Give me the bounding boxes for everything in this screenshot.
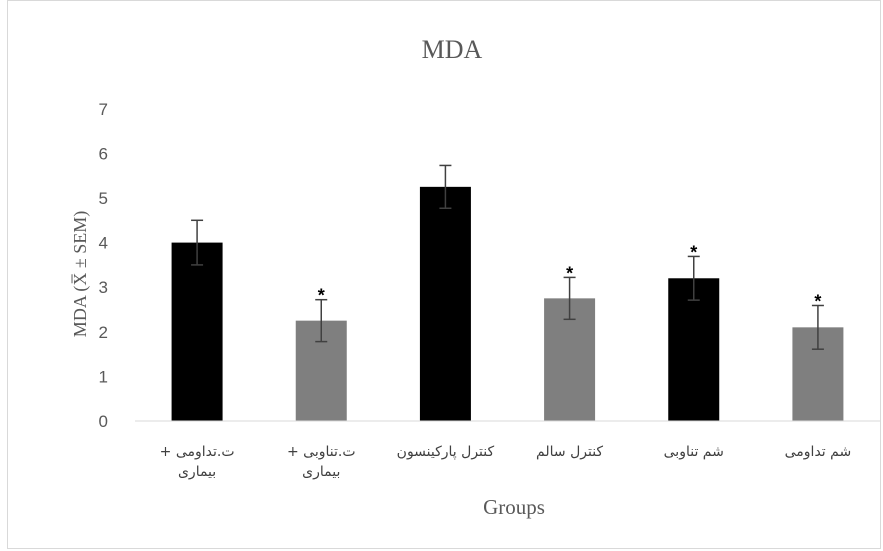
x-tick-label: بیماری [178, 464, 216, 480]
y-axis-label: MDA (X̅ ± SEM) [70, 211, 91, 337]
x-tick-label: شم تداومی [785, 444, 852, 460]
x-tick-label: ت.تناوبی + [287, 444, 356, 460]
bar [668, 278, 720, 421]
significance-star: * [814, 291, 821, 311]
bar [419, 186, 471, 421]
x-tick-label: ت.تداومی + [160, 444, 235, 460]
bar [171, 242, 223, 421]
significance-markers: * * * * [318, 242, 822, 311]
y-tick-label: 0 [99, 412, 108, 431]
x-tick-label: کنترل سالم [536, 444, 603, 460]
error-bars [191, 164, 824, 350]
error-bar [811, 304, 824, 350]
error-bar [687, 255, 700, 301]
error-bar [315, 298, 328, 343]
y-tick-label: 5 [99, 189, 108, 208]
x-axis-category-labels: ت.تداومی + بیماری ت.تناوبی + بیماری کنترل پا… [160, 444, 852, 480]
y-axis-ticks: 0 1 2 3 4 5 6 7 [99, 100, 108, 431]
error-bar [439, 164, 452, 210]
chart-title: MDA [422, 35, 483, 64]
error-bar [563, 276, 576, 321]
significance-star: * [690, 242, 697, 262]
y-tick-label: 2 [99, 323, 108, 342]
significance-star: * [318, 286, 325, 306]
y-tick-label: 4 [99, 234, 108, 253]
y-tick-label: 1 [99, 367, 108, 386]
y-tick-label: 3 [99, 278, 108, 297]
bars [171, 186, 844, 421]
x-tick-label: کنترل پارکینسون [397, 444, 495, 460]
y-tick-label: 6 [99, 144, 108, 163]
significance-star: * [566, 263, 573, 283]
x-tick-label: بیماری [302, 464, 340, 480]
x-axis-label: Groups [483, 495, 545, 519]
error-bar [191, 219, 204, 266]
x-tick-label: شم تناوبی [664, 444, 724, 460]
y-tick-label: 7 [99, 100, 108, 119]
